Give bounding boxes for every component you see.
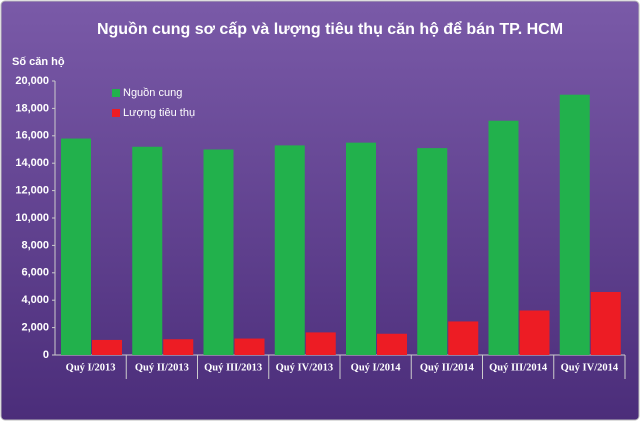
x-tick-label: Quý II/2014 <box>420 362 475 373</box>
y-tick-label: 0 <box>43 349 49 361</box>
bar <box>234 338 265 355</box>
y-tick-label: 18,000 <box>15 102 49 114</box>
x-tick-label: Quý IV/2014 <box>561 362 619 373</box>
bar <box>448 321 479 355</box>
x-tick-label: Quý II/2013 <box>135 362 189 373</box>
y-tick-label: 8,000 <box>21 239 49 251</box>
bar <box>488 120 519 355</box>
bar <box>417 148 448 355</box>
bar <box>559 94 590 355</box>
x-tick-label: Quý III/2014 <box>489 362 548 373</box>
bar <box>274 145 305 355</box>
legend-swatch <box>112 109 120 117</box>
x-tick-label: Quý I/2013 <box>66 362 116 373</box>
x-tick-label: Quý III/2013 <box>204 362 262 373</box>
y-axis-label: Số căn hộ <box>12 56 65 68</box>
bar <box>519 310 550 355</box>
y-tick-label: 4,000 <box>21 294 49 306</box>
bar <box>590 291 621 355</box>
bar <box>377 333 407 355</box>
y-tick-label: 2,000 <box>21 322 49 334</box>
y-tick-label: 12,000 <box>15 185 49 197</box>
y-tick-label: 10,000 <box>15 212 49 224</box>
bar <box>346 142 376 355</box>
bar <box>203 149 234 355</box>
x-tick-label: Quý I/2014 <box>351 362 402 373</box>
bar <box>305 332 336 355</box>
y-tick-label: 16,000 <box>15 130 49 142</box>
legend-label: Lượng tiêu thụ <box>123 107 195 119</box>
bar <box>61 138 91 355</box>
bar <box>132 146 163 355</box>
chart-title: Nguồn cung sơ cấp và lượng tiêu thụ căn … <box>97 20 563 38</box>
y-tick-label: 14,000 <box>15 157 49 169</box>
legend-swatch <box>112 89 120 97</box>
y-tick-label: 20,000 <box>15 75 49 87</box>
bar <box>163 339 194 355</box>
x-tick-label: Quý IV/2013 <box>276 362 333 373</box>
bar <box>92 339 122 355</box>
y-tick-label: 6,000 <box>21 267 49 279</box>
legend-label: Nguồn cung <box>123 87 182 99</box>
